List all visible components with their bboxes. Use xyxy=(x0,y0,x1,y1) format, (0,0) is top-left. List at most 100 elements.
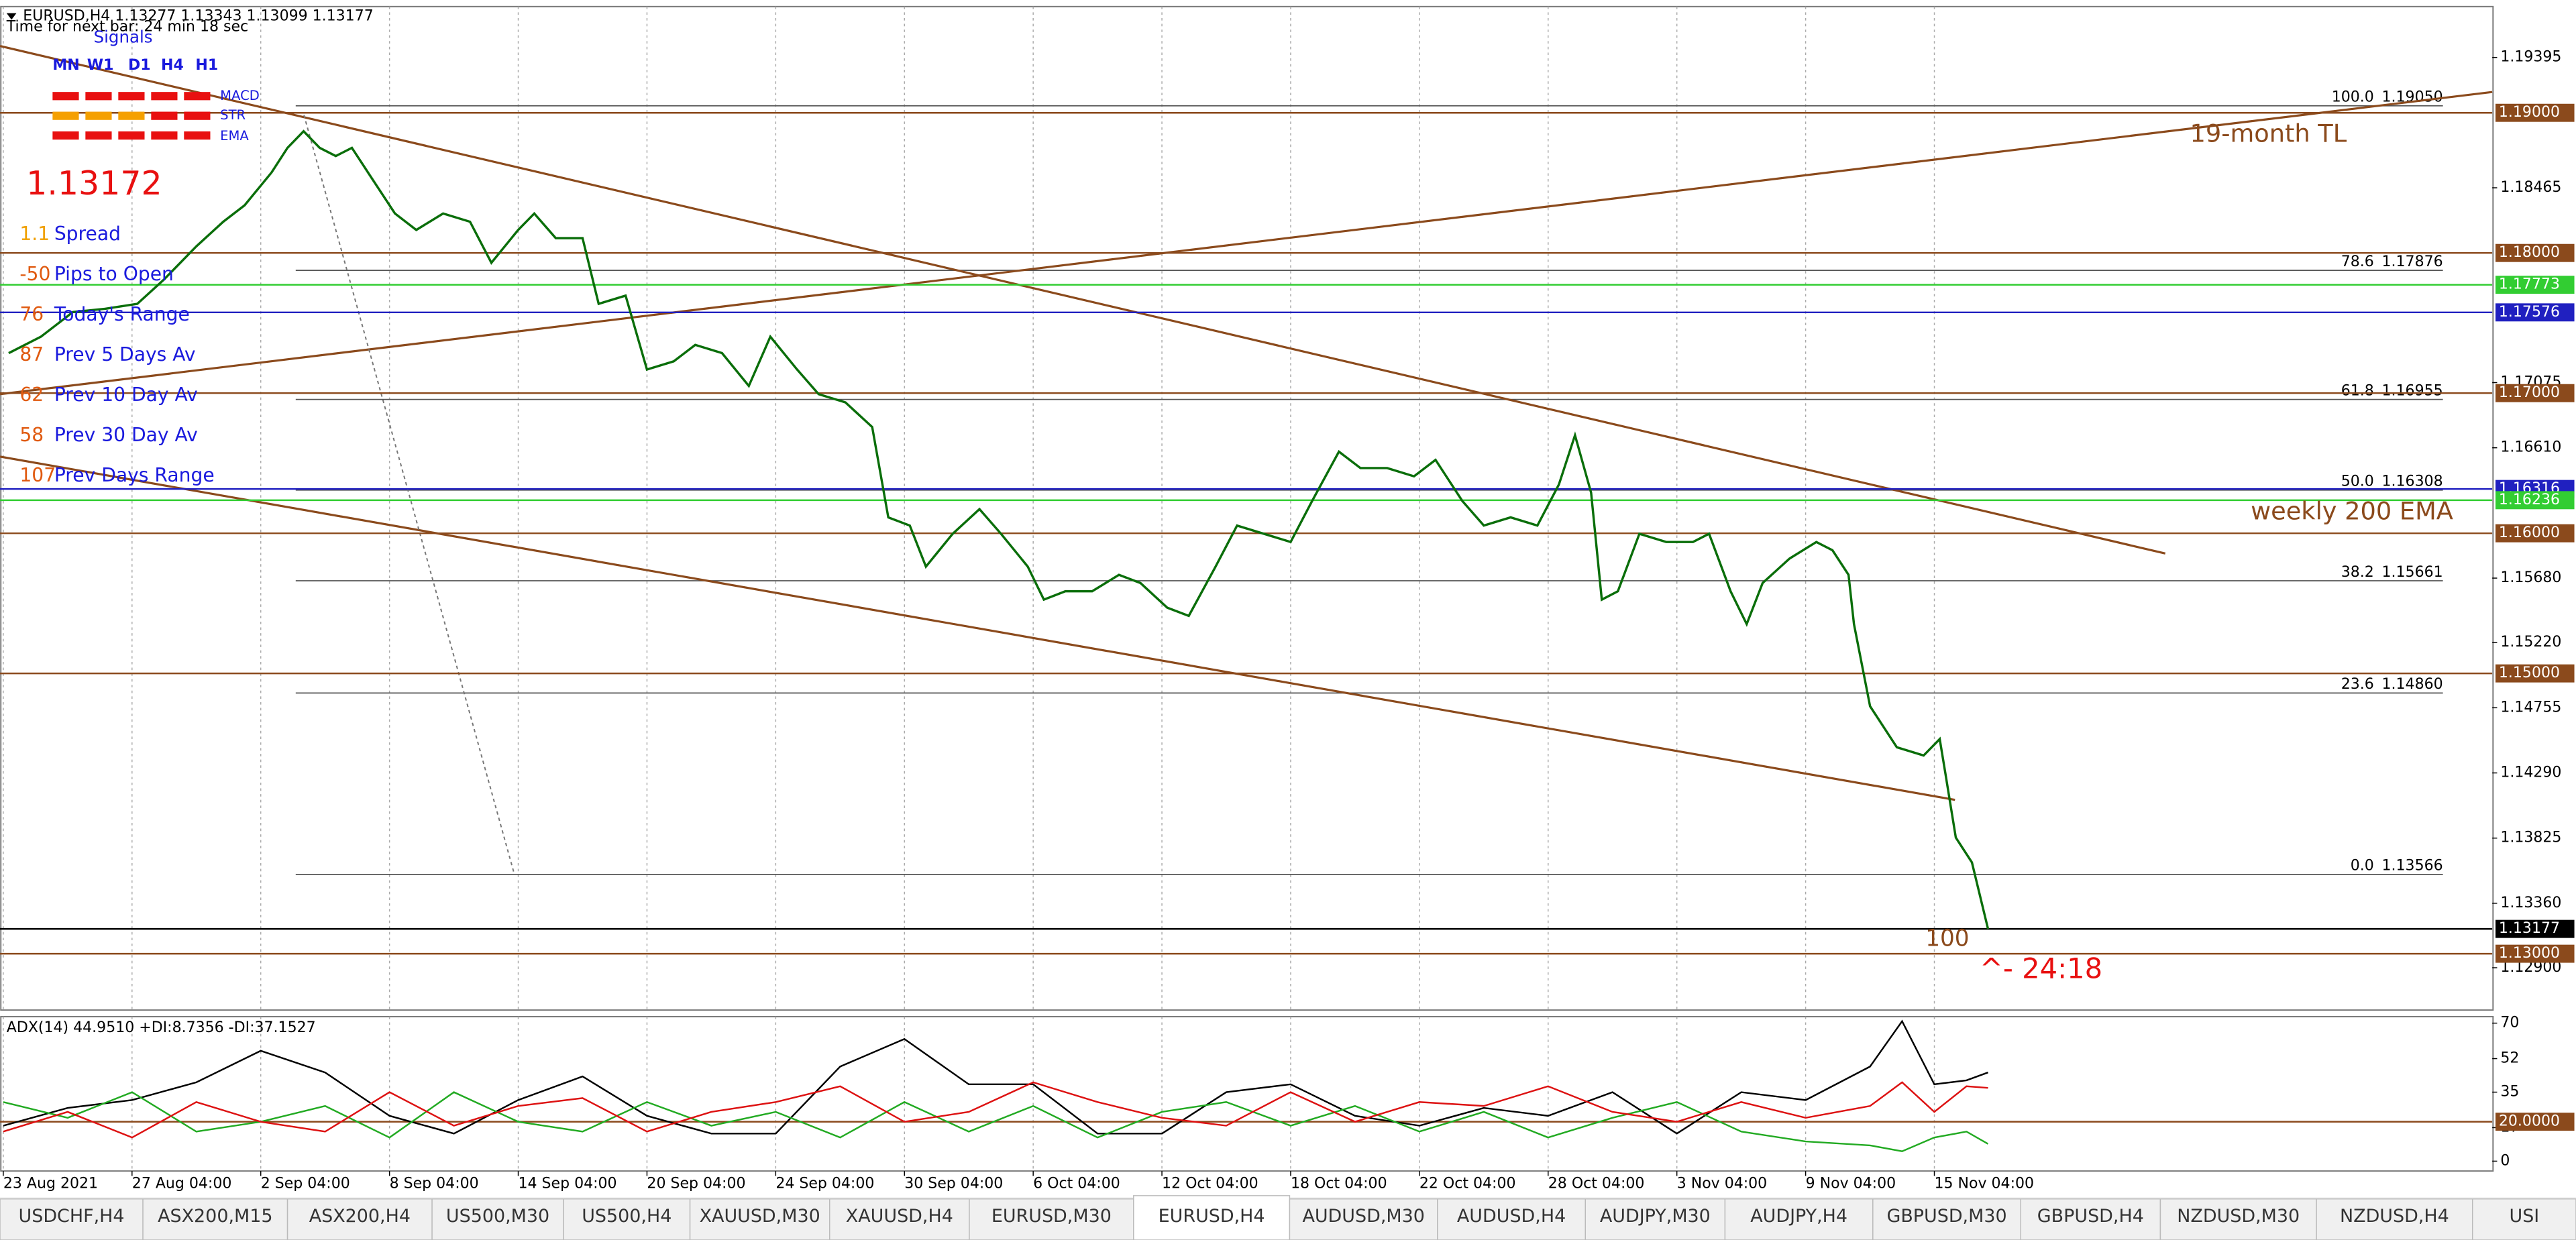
tab[interactable] xyxy=(1724,1198,1874,1240)
tab[interactable] xyxy=(286,1198,433,1240)
drawings xyxy=(0,45,2493,875)
y-tick-label: 1.14755 xyxy=(2500,699,2561,716)
tab-label[interactable]: GBPUSD,H4 xyxy=(2037,1206,2144,1227)
tab[interactable] xyxy=(1585,1198,1726,1240)
level-label: 1.17773 xyxy=(2499,276,2560,293)
adx-panel xyxy=(0,1015,2494,1172)
signal xyxy=(151,111,178,120)
y-tick-label: 1.19395 xyxy=(2500,49,2561,66)
tab[interactable] xyxy=(2316,1198,2473,1240)
stat-label: Prev 5 Days Av xyxy=(54,343,196,365)
tab-label[interactable]: ASX200,H4 xyxy=(309,1206,411,1227)
level-box xyxy=(2496,1113,2575,1131)
tab[interactable] xyxy=(829,1198,970,1240)
trendline xyxy=(0,455,1955,801)
level-box xyxy=(2496,919,2575,938)
annotation: weekly 200 EMA xyxy=(2251,497,2453,526)
fib-price: 1.17876 xyxy=(2382,253,2443,270)
tab[interactable] xyxy=(689,1198,830,1240)
tab[interactable] xyxy=(2471,1198,2576,1240)
x-tick-label: 9 Nov 04:00 xyxy=(1806,1176,1896,1192)
x-tick-label: 30 Sep 04:00 xyxy=(904,1176,1003,1192)
grid: 23 Aug 2021 27 Aug 04:00 2 Sep 04:00 8 Sep … xyxy=(3,6,2561,1192)
stats: 1.1 Spread-50 Pips to Open 76 Today's Range 8… xyxy=(19,223,214,486)
plot: 1.19000 1.18000 1.17773 1.17576 1.17000 1.163… xyxy=(0,103,2575,1153)
fib-price: 1.16308 xyxy=(2382,473,2443,490)
fib-price: 1.15661 xyxy=(2382,564,2443,581)
level-box xyxy=(2496,944,2575,963)
x-tick-label: 6 Oct 04:00 xyxy=(1033,1176,1120,1192)
collapse-icon[interactable] xyxy=(6,13,17,20)
fib-ratio: 78.6 xyxy=(2341,253,2374,270)
y-tick-label: 0 xyxy=(2500,1152,2510,1169)
tab-label[interactable]: USI xyxy=(2509,1206,2539,1227)
x-tick-label: 2 Sep 04:00 xyxy=(261,1176,350,1192)
tab-label[interactable]: ASX200,M15 xyxy=(158,1206,272,1227)
timeframe: MN xyxy=(52,57,79,74)
tab-label[interactable]: USDCHF,H4 xyxy=(19,1206,125,1227)
tab-label[interactable]: US500,H4 xyxy=(582,1206,672,1227)
stat-value: 76 xyxy=(19,303,44,325)
tab-label[interactable]: US500,M30 xyxy=(446,1206,549,1227)
stat-label: Today's Range xyxy=(54,303,190,325)
series-line xyxy=(3,1081,1988,1139)
signal xyxy=(52,92,79,101)
tab[interactable] xyxy=(1133,1195,1291,1240)
y-tick-label: 1.15220 xyxy=(2500,634,2561,651)
tab[interactable] xyxy=(1872,1198,2021,1240)
signal xyxy=(52,111,79,120)
stat-label: Prev 30 Day Av xyxy=(54,424,198,446)
level-label: 1.17000 xyxy=(2499,384,2560,401)
tab[interactable] xyxy=(563,1198,691,1240)
signal xyxy=(85,111,112,120)
price-display: 1.13172 xyxy=(26,164,162,203)
stat-value: -50 xyxy=(19,263,50,285)
stat-value: 1.1 xyxy=(19,223,50,245)
signal xyxy=(52,131,79,140)
x-tick-label: 23 Aug 2021 xyxy=(3,1176,98,1192)
stat-label: Pips to Open xyxy=(54,263,174,285)
level-box xyxy=(2496,103,2575,122)
tab-label[interactable]: AUDUSD,M30 xyxy=(1302,1206,1424,1227)
tab-label[interactable]: EURUSD,M30 xyxy=(991,1206,1112,1227)
timer: Time for next bar: 24 min 18 sec xyxy=(6,18,248,35)
signal-label: STR xyxy=(220,107,246,123)
level-box xyxy=(2496,303,2575,322)
tab-label[interactable]: EURUSD,H4 xyxy=(1159,1206,1265,1227)
x-tick-label: 15 Nov 04:00 xyxy=(1935,1176,2035,1192)
stat-label: Spread xyxy=(54,223,121,245)
tab-label[interactable]: GBPUSD,M30 xyxy=(1886,1206,2006,1227)
level-label: 1.13177 xyxy=(2499,920,2560,937)
fib-ratio: 0.0 xyxy=(2351,858,2374,875)
y-tick-label: 35 xyxy=(2500,1084,2519,1101)
tab-label[interactable]: NZDUSD,M30 xyxy=(2177,1206,2300,1227)
annotation: 19-month TL xyxy=(2190,119,2347,148)
stat-value: 58 xyxy=(19,424,44,446)
tab-label[interactable]: AUDJPY,M30 xyxy=(1600,1206,1711,1227)
tab[interactable] xyxy=(2020,1198,2161,1240)
stat-value: 87 xyxy=(19,343,44,365)
tab[interactable] xyxy=(431,1198,564,1240)
level-label: 1.16000 xyxy=(2499,524,2560,541)
x-tick-label: 18 Oct 04:00 xyxy=(1291,1176,1387,1192)
tab-label[interactable]: NZDUSD,H4 xyxy=(2340,1206,2449,1227)
tab[interactable] xyxy=(0,1198,144,1240)
y-tick-label: 52 xyxy=(2500,1050,2519,1067)
tabs: USDCHF,H4 ASX200,M15 ASX200,H4 US500,M30 US5… xyxy=(0,1195,2576,1240)
level-label: 1.15000 xyxy=(2499,665,2560,681)
x-tick-label: 22 Oct 04:00 xyxy=(1419,1176,1516,1192)
y-tick-label: 70 xyxy=(2500,1015,2519,1031)
x-tick-label: 12 Oct 04:00 xyxy=(1162,1176,1258,1192)
timeframe: D1 xyxy=(128,57,151,74)
tab-label[interactable]: AUDJPY,H4 xyxy=(1750,1206,1847,1227)
tab-label[interactable]: XAUUSD,M30 xyxy=(700,1206,820,1227)
level-label: 1.19000 xyxy=(2499,104,2560,121)
level-label: 1.16236 xyxy=(2499,492,2560,508)
tab-label[interactable]: XAUUSD,H4 xyxy=(846,1206,953,1227)
level-label: 1.18000 xyxy=(2499,244,2560,261)
tab-label[interactable]: AUDUSD,H4 xyxy=(1457,1206,1566,1227)
fib-ratio: 38.2 xyxy=(2341,564,2374,581)
timeframe: H4 xyxy=(161,57,184,74)
